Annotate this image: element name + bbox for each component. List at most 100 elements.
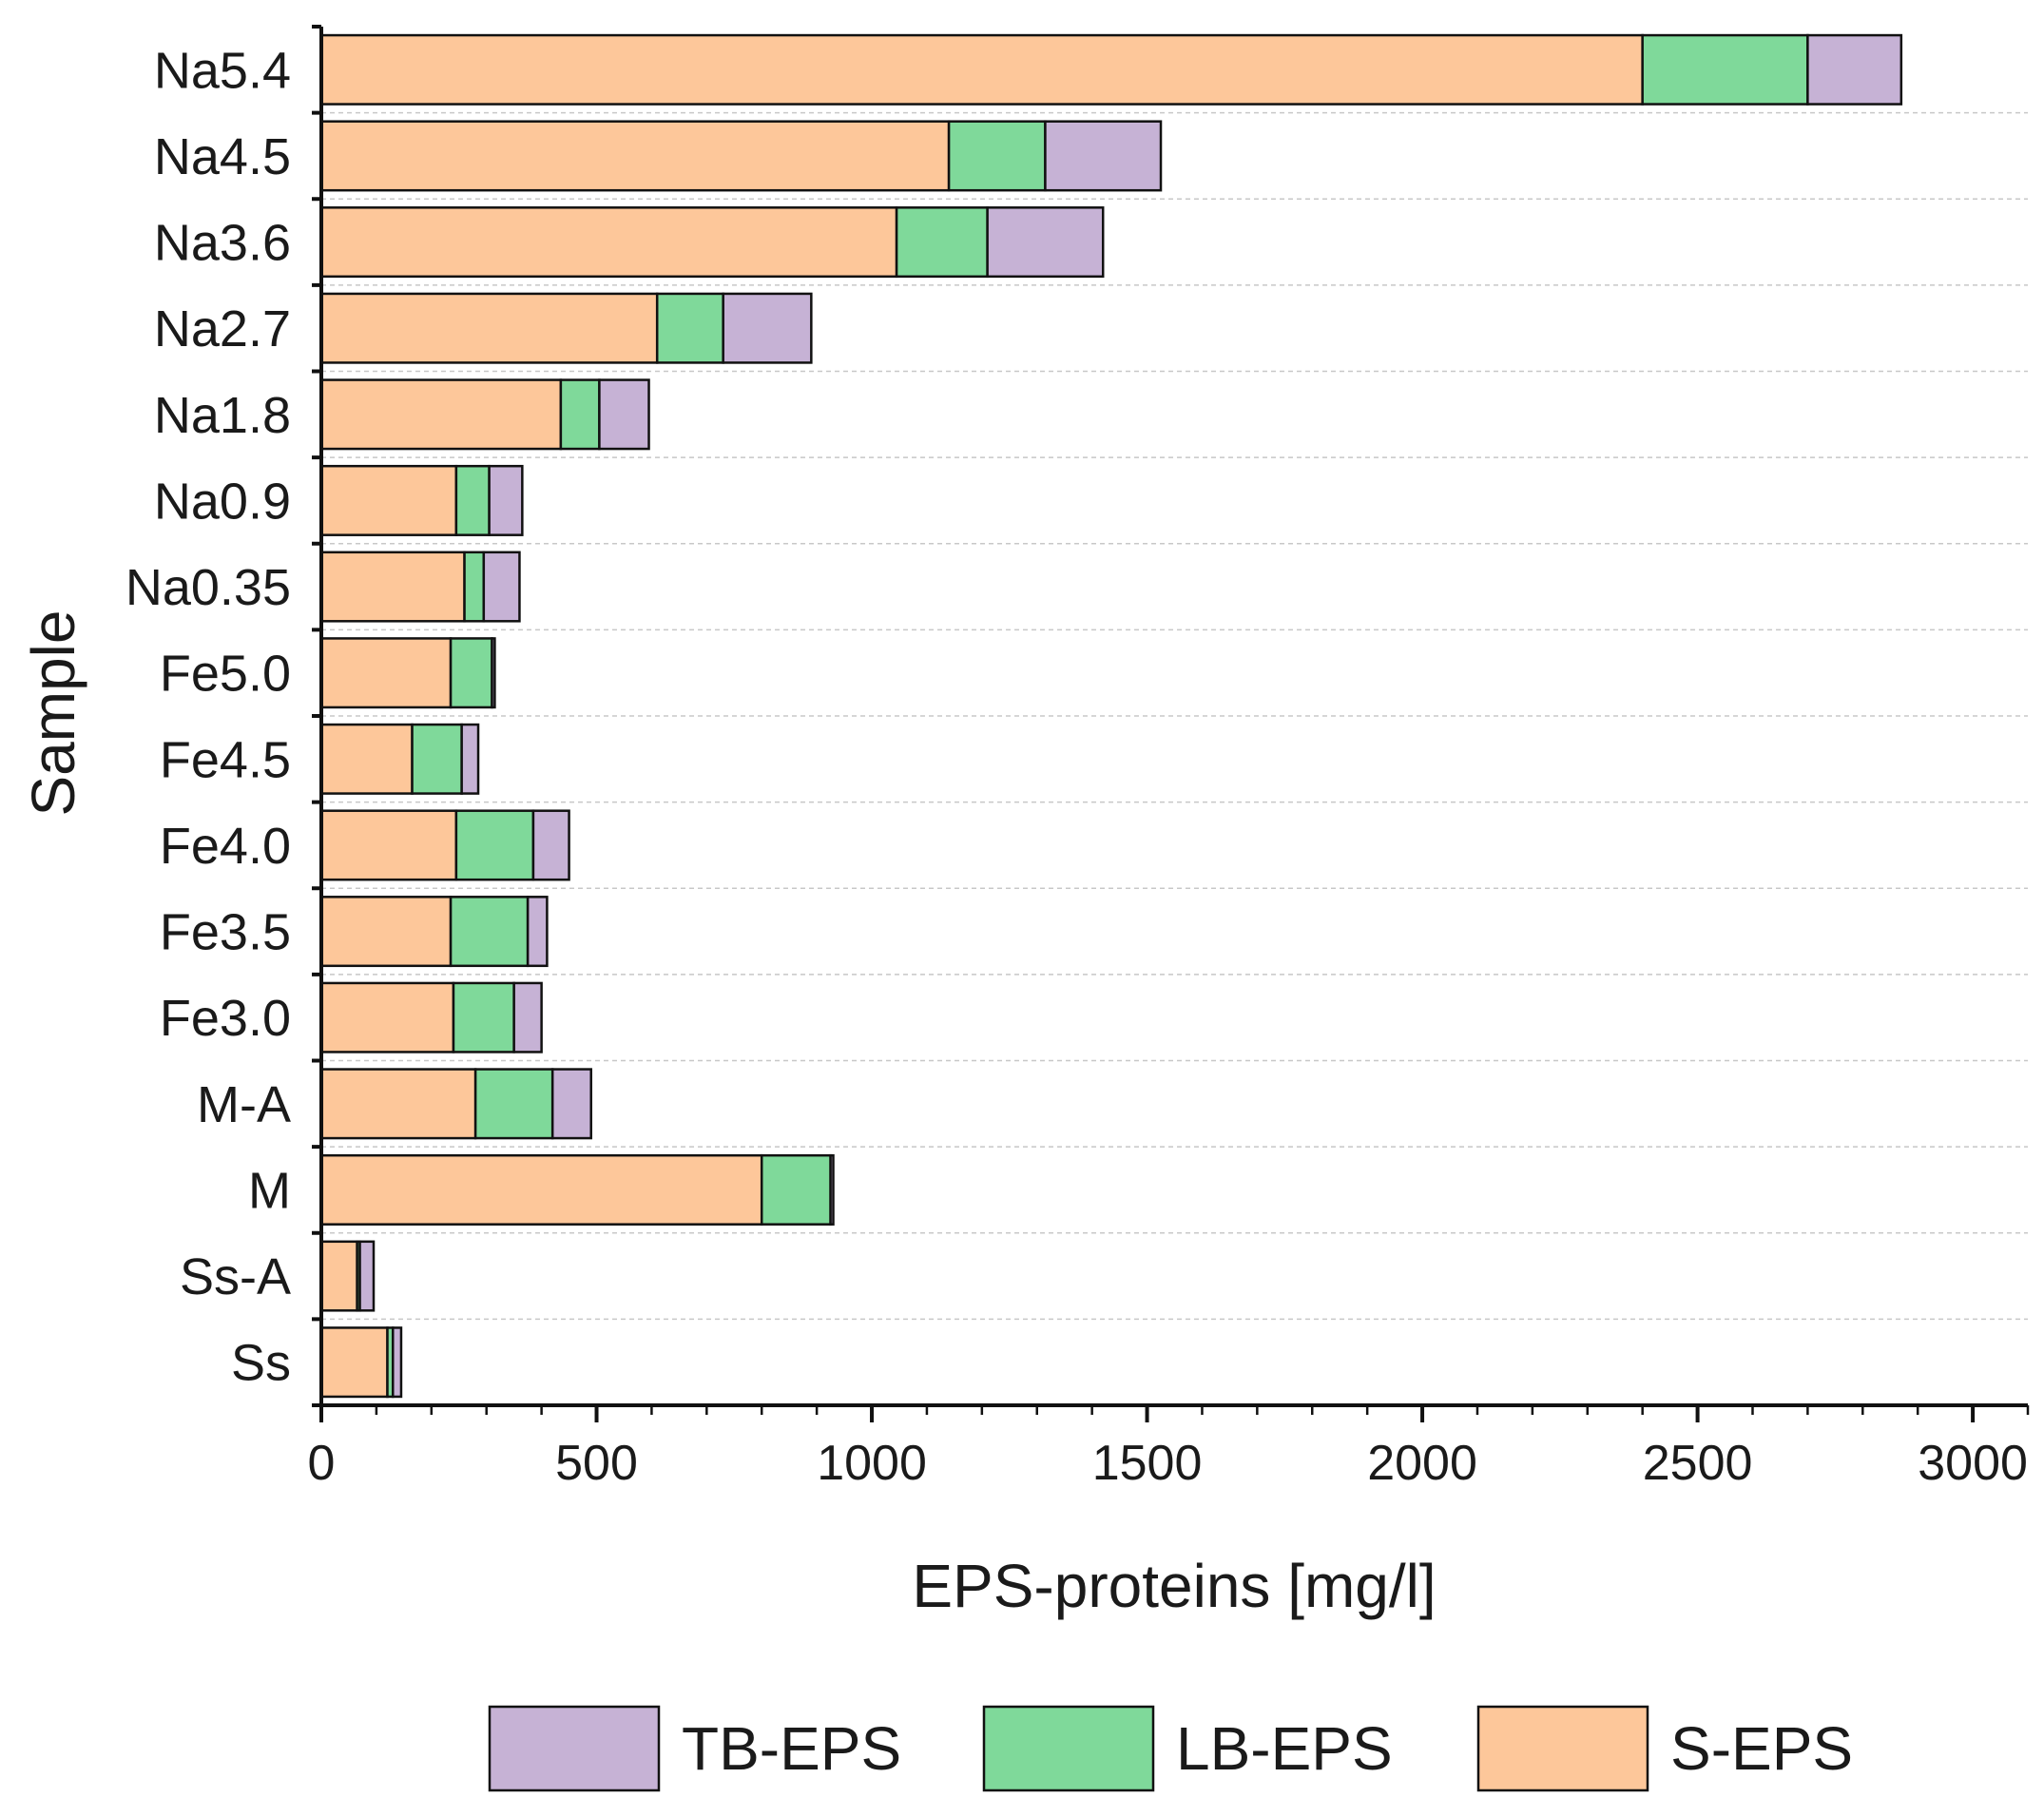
legend-swatch-lb-eps [982,1705,1155,1792]
bar-lb-eps [454,464,491,536]
bar-tb-eps [526,896,549,968]
x-axis-ticks [319,1405,2030,1422]
bar-s-eps [319,378,563,451]
bar-tb-eps [460,723,480,795]
y-axis-title: Sample [19,610,87,817]
y-tick-label: Na3.6 [154,215,291,272]
bar-s-eps [319,981,455,1053]
bar-lb-eps [1641,33,1809,106]
y-tick-label: Fe3.0 [160,990,291,1047]
bar-lb-eps [895,206,989,279]
x-tick-label: 1500 [1092,1436,1203,1491]
bar-tb-eps [482,551,521,623]
bar-group [319,378,650,451]
y-tick-label: Ss [231,1335,291,1392]
bar-s-eps [319,292,659,364]
legend-label-s-eps: S-EPS [1670,1714,1853,1783]
bar-group [319,809,570,881]
x-tick-label: 3000 [1918,1436,2028,1491]
bar-group [319,637,496,709]
bar-s-eps [319,120,951,192]
bar-lb-eps [449,637,493,709]
bar-group [319,981,543,1053]
bar-group [319,1326,403,1399]
y-tick-label: Ss-A [180,1248,291,1305]
y-tick-label: Na5.4 [154,42,291,99]
bar-tb-eps [491,637,496,709]
bar-lb-eps [947,120,1047,192]
bar-s-eps [319,33,1644,106]
y-tick-label: Fe4.0 [160,818,291,875]
bar-group [319,723,480,795]
bar-tb-eps [488,464,524,536]
bar-lb-eps [559,378,601,451]
bar-group [319,206,1105,279]
y-tick-label: Na0.9 [154,473,291,530]
bar-tb-eps [829,1153,835,1226]
y-tick-label: M [248,1162,291,1219]
legend-swatch-s-eps [1476,1705,1649,1792]
bar-lb-eps [760,1153,832,1226]
bar-tb-eps [1044,120,1163,192]
bar-s-eps [319,1153,763,1226]
legend-label-lb-eps: LB-EPS [1176,1714,1393,1783]
bar-tb-eps [550,1068,592,1140]
x-tick-label: 0 [308,1436,336,1491]
bar-s-eps [319,896,453,968]
bar-s-eps [319,809,458,881]
x-tick-label: 1000 [817,1436,927,1491]
bar-s-eps [319,1240,358,1312]
x-axis-title: EPS-proteins [mg/l] [912,1552,1436,1620]
axes [312,25,2030,1422]
y-tick-label: Na1.8 [154,387,291,444]
legend-label-tb-eps: TB-EPS [682,1714,901,1783]
y-axis-ticks [312,25,321,1407]
bar-s-eps [319,723,414,795]
legend: TB-EPS LB-EPS S-EPS [488,1705,1853,1792]
bar-lb-eps [454,809,535,881]
x-tick-label: 500 [555,1436,638,1491]
bar-tb-eps [531,809,570,881]
bar-lb-eps [463,551,486,623]
bar-tb-eps [598,378,650,451]
y-tick-label: Na2.7 [154,300,291,358]
bar-tb-eps [392,1326,403,1399]
x-axis-tick-labels: 0 500 1000 1500 2000 2500 3000 [308,1436,2028,1491]
bar-lb-eps [452,981,515,1053]
bar-tb-eps [986,206,1105,279]
y-tick-label: Na4.5 [154,128,291,185]
y-tick-label: M-A [197,1076,291,1133]
bar-s-eps [319,551,466,623]
x-tick-label: 2500 [1643,1436,1753,1491]
bar-s-eps [319,637,453,709]
bar-s-eps [319,1326,389,1399]
y-tick-label: Fe3.5 [160,904,291,961]
y-axis-tick-labels: Na5.4 Na4.5 Na3.6 Na2.7 Na1.8 Na0.9 Na0.35 Fe5.… [125,42,291,1391]
bar-tb-eps [512,981,543,1053]
bar-group [319,896,549,968]
bar-lb-eps [655,292,724,364]
bar-group [319,292,813,364]
bar-group [319,1240,376,1312]
bar-lb-eps [473,1068,554,1140]
bar-tb-eps [722,292,813,364]
bar-group [319,464,524,536]
bar-lb-eps [411,723,463,795]
bar-group [319,1153,835,1226]
legend-swatch-tb-eps [488,1705,661,1792]
gridlines [321,111,2028,1321]
y-tick-label: Na0.35 [125,559,291,616]
bar-tb-eps [358,1240,376,1312]
bar-s-eps [319,1068,477,1140]
y-tick-label: Fe4.5 [160,731,291,788]
bar-group [319,120,1163,192]
bar-group [319,33,1903,106]
bar-lb-eps [449,896,530,968]
bar-s-eps [319,464,458,536]
bar-group [319,551,521,623]
x-tick-label: 2000 [1367,1436,1477,1491]
bar-group [319,1068,592,1140]
bar-tb-eps [1806,33,1903,106]
